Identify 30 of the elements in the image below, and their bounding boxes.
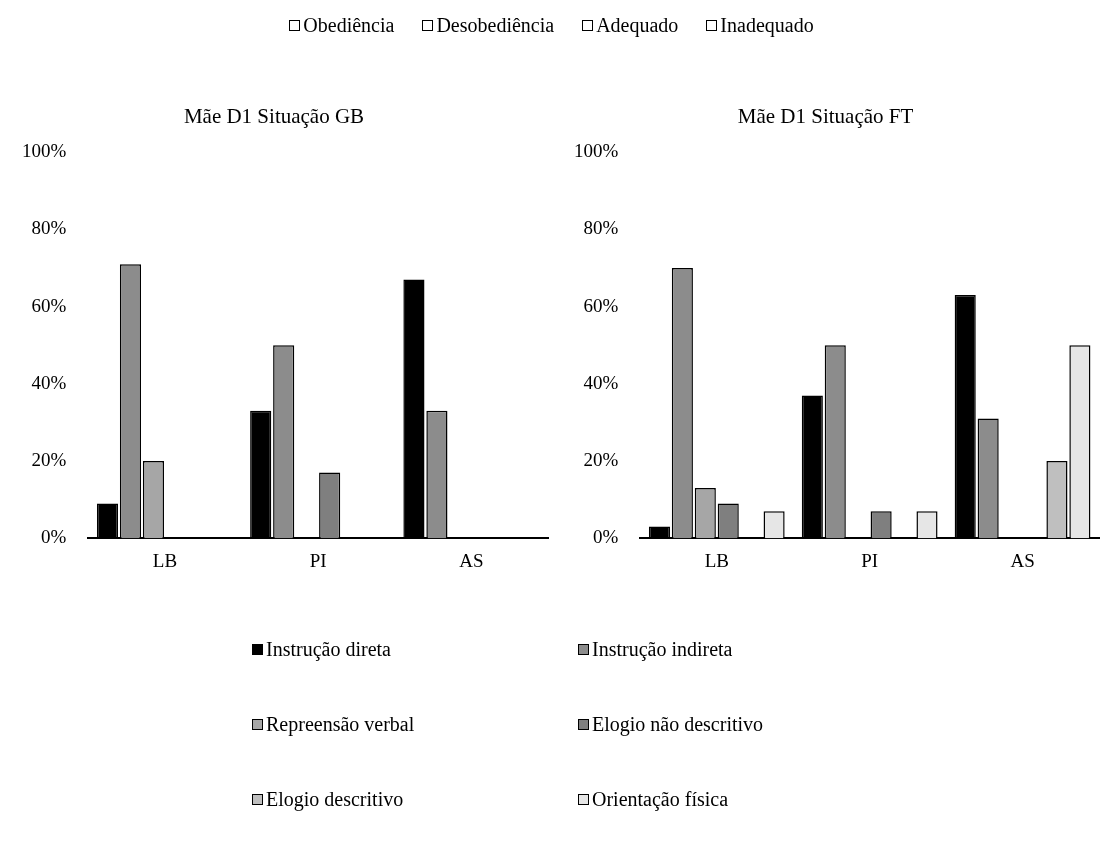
y-tick-label: 0%	[41, 526, 67, 548]
y-tick-label: 100%	[574, 140, 619, 162]
legend-label: Instrução direta	[266, 638, 391, 661]
y-tick-label: 20%	[31, 448, 67, 470]
y-tick-label: 0%	[593, 526, 619, 548]
legend-label: Instrução indireta	[592, 638, 733, 661]
x-tick-label: PI	[861, 549, 879, 571]
text: Adequado	[596, 14, 679, 37]
y-tick-label: 60%	[31, 294, 67, 316]
y-tick-label: 40%	[583, 371, 619, 393]
x-tick-label: LB	[152, 549, 178, 571]
y-tick-label: 20%	[583, 448, 619, 470]
y-tick-label: 40%	[31, 371, 67, 393]
chart-title: Mãe D1 Situação FT	[737, 104, 914, 129]
y-tick-label: 60%	[583, 294, 619, 316]
y-tick-label: 80%	[583, 217, 619, 239]
text: Obediência	[303, 14, 395, 37]
legend-label: Elogio não descritivo	[592, 713, 764, 736]
text: Inadequado	[720, 14, 814, 37]
x-tick-label: AS	[1010, 549, 1035, 571]
y-tick-label: 80%	[31, 217, 67, 239]
x-tick-label: PI	[309, 549, 327, 571]
legend-label: Orientação física	[592, 788, 729, 811]
legend-label: Repreensão verbal	[266, 713, 415, 736]
x-tick-label: LB	[704, 549, 729, 571]
text: Desobediência	[436, 14, 555, 37]
y-tick-label: 100%	[22, 140, 67, 162]
chart-title: Mãe D1 Situação GB	[183, 104, 365, 129]
legend-label: Elogio descritivo	[266, 788, 404, 811]
x-tick-label: AS	[459, 549, 484, 571]
